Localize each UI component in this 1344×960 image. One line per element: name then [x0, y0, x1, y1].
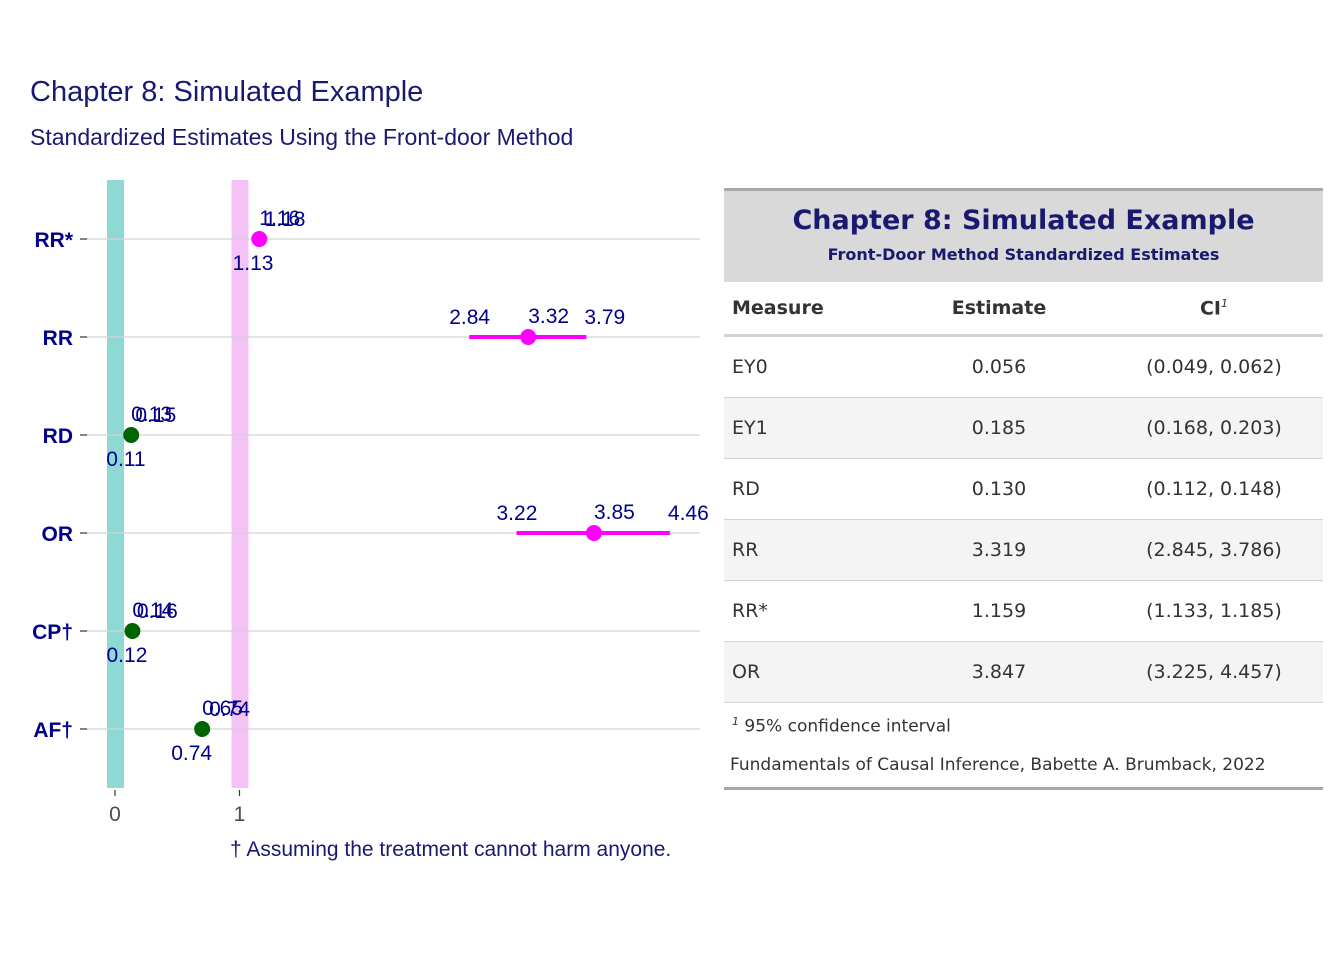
- upper-ci-label: 0.16: [137, 600, 178, 623]
- lower-ci-label: 0.12: [107, 644, 148, 667]
- cell-ci: (2.845, 3.786): [1105, 519, 1323, 581]
- cell-measure: EY1: [724, 397, 893, 459]
- table-header: Chapter 8: Simulated Example Front-Door …: [724, 188, 1323, 282]
- lower-ci-label: 0.11: [106, 448, 145, 471]
- cell-ci: (0.112, 0.148): [1105, 458, 1323, 520]
- cell-measure: EY0: [724, 335, 893, 398]
- footnote-mark: 1: [732, 715, 739, 728]
- y-tick-label: AF†: [33, 719, 73, 742]
- cell-estimate: 0.185: [893, 397, 1105, 459]
- cell-ci: (0.049, 0.062): [1105, 335, 1323, 398]
- estimate-point: [585, 525, 602, 541]
- table-row: OR 3.847 (3.225, 4.457): [724, 641, 1323, 703]
- cell-estimate: 0.056: [893, 335, 1105, 398]
- upper-ci-label: 0.15: [135, 404, 176, 427]
- table-row: RD 0.130 (0.112, 0.148): [724, 458, 1323, 520]
- lower-ci-label: 2.84: [449, 306, 490, 329]
- column-header-row: Measure Estimate CI1: [724, 282, 1323, 337]
- chart-subtitle: Standardized Estimates Using the Front-d…: [30, 124, 574, 150]
- cell-ci: (0.168, 0.203): [1105, 397, 1323, 459]
- upper-ci-label: 0.74: [209, 698, 250, 721]
- estimate-label: 3.32: [528, 305, 569, 328]
- estimate-point: [194, 721, 211, 737]
- estimate-label: 0.13: [131, 403, 172, 426]
- estimate-point: [520, 329, 537, 345]
- reference-band-0: [107, 180, 124, 788]
- y-tick-label: CP†: [32, 621, 73, 644]
- column-header-measure: Measure: [724, 282, 893, 337]
- cell-measure: RR*: [724, 580, 893, 642]
- estimates-table: Chapter 8: Simulated Example Front-Door …: [724, 188, 1323, 790]
- table-subtitle: Front-Door Method Standardized Estimates: [827, 245, 1220, 264]
- lower-ci-label: 3.22: [497, 502, 538, 525]
- table-footnote: 1 95% confidence interval: [724, 703, 1323, 745]
- forest-plot: RR* RR RD OR CP† AF† 1.16 1.13 1.18 3.32 2.84 3.79…: [32, 180, 709, 826]
- y-tick-label: OR: [42, 523, 74, 546]
- cell-estimate: 3.319: [893, 519, 1105, 581]
- cell-estimate: 1.159: [893, 580, 1105, 642]
- table-row: EY1 0.185 (0.168, 0.203): [724, 397, 1323, 459]
- table-title: Chapter 8: Simulated Example: [792, 205, 1255, 236]
- table-source-note: Fundamentals of Causal Inference, Babett…: [724, 745, 1323, 790]
- cell-ci: (1.133, 1.185): [1105, 580, 1323, 642]
- column-header-estimate: Estimate: [893, 282, 1105, 337]
- upper-ci-label: 1.18: [265, 208, 306, 231]
- ci-footnote-mark: 1: [1221, 296, 1228, 310]
- upper-ci-label: 3.79: [584, 306, 625, 329]
- estimate-point: [124, 623, 141, 639]
- table-row: RR 3.319 (2.845, 3.786): [724, 519, 1323, 581]
- estimate-point: [251, 231, 268, 247]
- table-row: EY0 0.056 (0.049, 0.062): [724, 335, 1323, 398]
- x-tick-label: 0: [109, 803, 121, 826]
- chart-title: Chapter 8: Simulated Example: [30, 76, 424, 108]
- ci-header-label: CI: [1199, 297, 1221, 320]
- estimate-label: 0.65: [202, 697, 243, 720]
- column-header-ci: CI1: [1105, 282, 1323, 337]
- estimate-label: 3.85: [594, 501, 635, 524]
- chart-caption: † Assuming the treatment cannot harm any…: [230, 838, 672, 861]
- lower-ci-label: 1.13: [233, 252, 274, 275]
- estimate-label: 1.16: [259, 207, 300, 230]
- cell-measure: RR: [724, 519, 893, 581]
- estimate-point: [123, 427, 140, 443]
- upper-ci-label: 4.46: [668, 502, 709, 525]
- x-tick-label: 1: [234, 803, 246, 826]
- cell-estimate: 3.847: [893, 641, 1105, 703]
- cell-ci: (3.225, 4.457): [1105, 641, 1323, 703]
- cell-measure: RD: [724, 458, 893, 520]
- estimate-label: 0.14: [132, 599, 173, 622]
- footnote-text: 95% confidence interval: [744, 716, 951, 737]
- y-tick-label: RR*: [34, 229, 73, 252]
- y-tick-label: RD: [43, 425, 73, 448]
- lower-ci-label: 0.74: [171, 742, 212, 765]
- reference-band-1: [231, 180, 249, 788]
- estimates-grid: Measure Estimate CI1 EY0 0.056 (0.049, 0…: [724, 282, 1323, 703]
- cell-measure: OR: [724, 641, 893, 703]
- y-tick-label: RR: [43, 327, 73, 350]
- table-row: RR* 1.159 (1.133, 1.185): [724, 580, 1323, 642]
- cell-estimate: 0.130: [893, 458, 1105, 520]
